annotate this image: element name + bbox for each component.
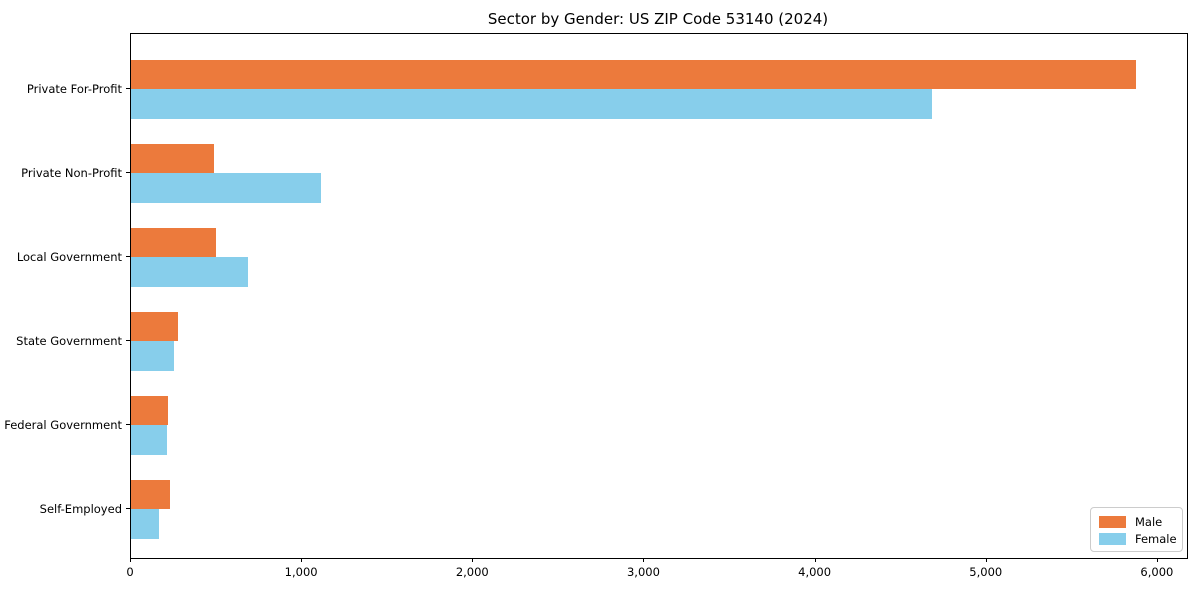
x-tick-label-5000: 5,000	[969, 565, 1003, 579]
x-tick-mark-3000	[643, 558, 645, 562]
bar-female-private-for-profit	[131, 89, 932, 119]
y-axis-label-state-government: State Government	[16, 334, 122, 348]
bar-female-private-non-profit	[131, 173, 321, 203]
x-tick-mark-6000	[1156, 558, 1158, 562]
y-tick-mark-private-non-profit	[126, 172, 130, 173]
x-tick-label-1000: 1,000	[284, 565, 318, 579]
bar-female-self-employed	[131, 509, 160, 539]
x-tick-label-0: 0	[126, 565, 134, 579]
bar-male-federal-government	[131, 395, 168, 425]
legend: Male Female	[1090, 507, 1183, 552]
x-tick-mark-2000	[472, 558, 474, 562]
y-axis-label-private-for-profit: Private For-Profit	[26, 82, 122, 96]
legend-label-female: Female	[1135, 531, 1177, 546]
y-tick-mark-local-government	[126, 256, 130, 257]
y-tick-mark-private-for-profit	[126, 88, 130, 89]
x-tick-label-4000: 4,000	[798, 565, 832, 579]
x-tick-label-2000: 2,000	[455, 565, 489, 579]
x-tick-mark-0	[130, 558, 131, 562]
x-tick-label-3000: 3,000	[626, 565, 660, 579]
bar-male-private-for-profit	[131, 59, 1136, 89]
bar-male-state-government	[131, 311, 179, 341]
plot-area	[130, 33, 1188, 559]
x-tick-label-6000: 6,000	[1140, 565, 1174, 579]
x-tick-mark-1000	[301, 558, 303, 562]
legend-swatch-male	[1099, 515, 1126, 528]
bar-male-private-non-profit	[131, 143, 214, 173]
chart-title: Sector by Gender: US ZIP Code 53140 (202…	[487, 10, 829, 28]
x-tick-mark-5000	[985, 558, 987, 562]
bar-male-local-government	[131, 227, 216, 257]
legend-item-male: Male	[1099, 514, 1174, 529]
bar-female-local-government	[131, 257, 249, 287]
x-tick-mark-4000	[814, 558, 816, 562]
y-axis-label-private-non-profit: Private Non-Profit	[21, 166, 122, 180]
y-tick-mark-federal-government	[126, 424, 130, 425]
bar-male-self-employed	[131, 479, 170, 509]
y-tick-mark-self-employed	[126, 508, 130, 509]
bar-female-state-government	[131, 341, 174, 371]
legend-label-male: Male	[1135, 514, 1163, 529]
y-axis-label-local-government: Local Government	[16, 250, 122, 264]
legend-item-female: Female	[1099, 531, 1177, 546]
y-axis-label-self-employed: Self-Employed	[39, 502, 122, 516]
y-axis-label-federal-government: Federal Government	[4, 418, 122, 432]
y-tick-mark-state-government	[126, 340, 130, 341]
legend-swatch-female	[1099, 532, 1126, 545]
bar-female-federal-government	[131, 425, 167, 455]
